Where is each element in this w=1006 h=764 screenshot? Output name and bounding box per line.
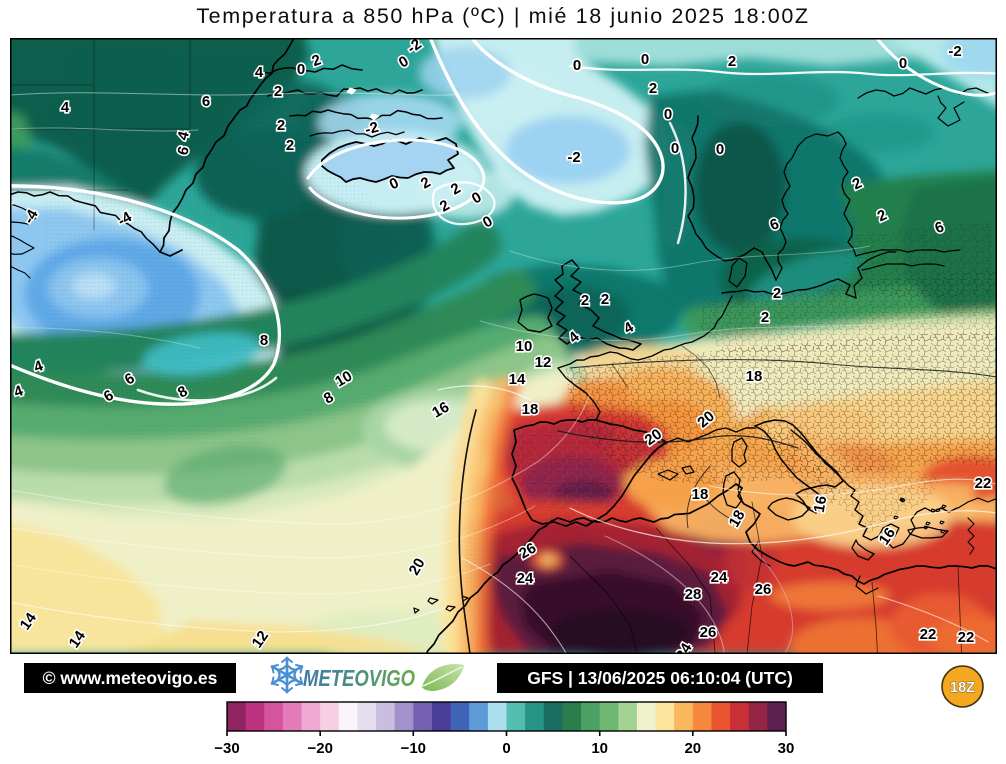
svg-text:-2: -2 (10, 197, 15, 217)
svg-text:8: 8 (260, 332, 268, 349)
svg-text:4: 4 (61, 99, 70, 116)
svg-text:16: 16 (811, 495, 831, 514)
svg-text:METEOVIGO: METEOVIGO (303, 665, 415, 691)
svg-text:20: 20 (684, 740, 701, 757)
svg-text:18: 18 (522, 401, 539, 418)
svg-text:28: 28 (685, 586, 702, 603)
svg-text:2: 2 (286, 137, 294, 154)
svg-text:24: 24 (517, 570, 534, 587)
svg-text:2: 2 (773, 285, 781, 302)
svg-text:18: 18 (746, 368, 763, 385)
svg-text:−10: −10 (401, 740, 426, 757)
svg-text:18Z: 18Z (950, 680, 975, 696)
svg-text:2: 2 (277, 117, 285, 134)
svg-text:24: 24 (711, 569, 728, 586)
svg-text:26: 26 (700, 624, 717, 641)
svg-text:-2: -2 (363, 119, 380, 139)
svg-text:18: 18 (692, 486, 709, 503)
svg-text:22: 22 (920, 626, 937, 643)
svg-text:−30: −30 (214, 740, 239, 757)
svg-text:2: 2 (761, 309, 769, 326)
svg-text:2: 2 (601, 291, 609, 308)
svg-text:0: 0 (671, 140, 679, 157)
svg-text:0: 0 (573, 57, 581, 74)
svg-text:12: 12 (535, 354, 552, 371)
svg-text:2: 2 (274, 83, 282, 100)
svg-text:14: 14 (509, 371, 526, 388)
svg-text:26: 26 (755, 581, 772, 598)
svg-text:0: 0 (899, 55, 907, 72)
svg-text:10: 10 (591, 740, 608, 757)
svg-text:0: 0 (664, 106, 672, 123)
svg-text:30: 30 (778, 740, 795, 757)
svg-text:0: 0 (641, 51, 649, 68)
svg-text:2: 2 (728, 53, 736, 70)
svg-text:2: 2 (649, 80, 657, 97)
svg-text:0: 0 (502, 740, 510, 757)
svg-text:0: 0 (716, 141, 724, 158)
svg-text:4: 4 (255, 64, 264, 81)
svg-text:22: 22 (958, 629, 975, 646)
svg-text:0: 0 (297, 61, 305, 78)
svg-text:2: 2 (581, 292, 589, 309)
svg-text:6: 6 (202, 93, 210, 110)
svg-text:10: 10 (516, 338, 533, 355)
svg-text:22: 22 (975, 475, 992, 492)
svg-text:−20: −20 (307, 740, 332, 757)
svg-text:-2: -2 (948, 43, 961, 60)
svg-text:-2: -2 (567, 149, 580, 166)
